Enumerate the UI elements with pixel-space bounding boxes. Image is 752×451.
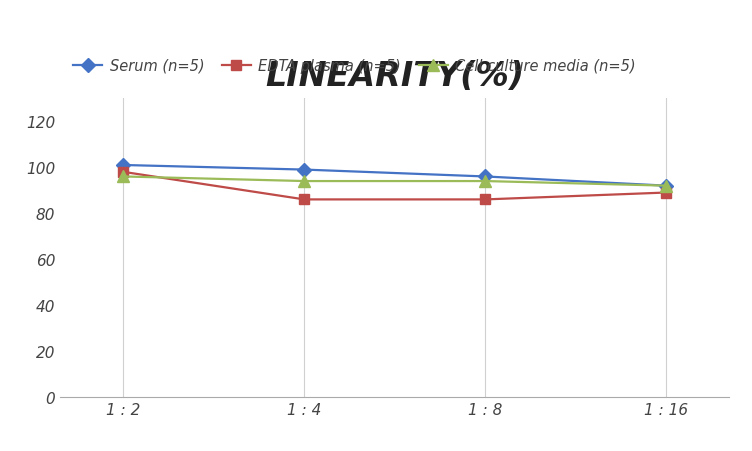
Title: LINEARITY(%): LINEARITY(%) (265, 60, 524, 92)
Legend: Serum (n=5), EDTA plasma (n=5), Cell culture media (n=5): Serum (n=5), EDTA plasma (n=5), Cell cul… (68, 53, 641, 79)
